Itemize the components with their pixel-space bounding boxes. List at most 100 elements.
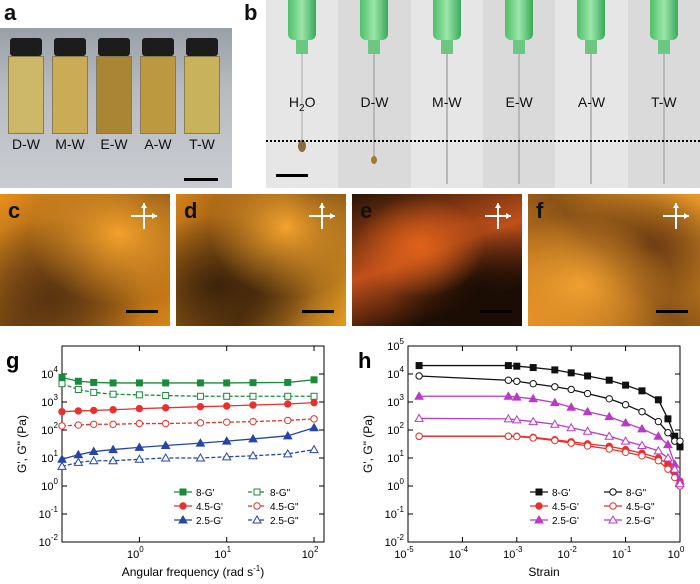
legend-label: 4.5-G' (196, 502, 223, 513)
data-point (74, 421, 83, 429)
legend-label: 8-G" (270, 488, 291, 499)
y-tick-label: 10-2 (385, 533, 405, 549)
crossed-polarizer-icon (663, 203, 689, 229)
chart-g: g 10-2 10-1 100 101 102 103 104 100 101 102 Angula… (6, 345, 325, 579)
data-point (513, 362, 521, 370)
data-point (221, 436, 232, 445)
data-point (503, 391, 514, 400)
data-point (582, 426, 593, 435)
panel-label-f: f (536, 198, 544, 223)
needle (338, 0, 411, 188)
legend-label: 2.5-G' (552, 516, 579, 527)
data-point (549, 397, 560, 407)
data-point (134, 442, 145, 451)
data-point (638, 408, 646, 416)
micrograph-e: e (352, 194, 522, 326)
data-point (528, 393, 539, 403)
data-point (88, 446, 99, 456)
y-tick-label: 102 (41, 421, 58, 437)
legend-label: 8-G' (196, 488, 215, 499)
needle-label: H2O (288, 94, 316, 114)
legend-marker (534, 514, 544, 524)
needle (410, 0, 483, 188)
series-line (61, 448, 315, 468)
needle (627, 0, 700, 188)
legend-label: 4.5-G" (626, 502, 655, 513)
needle-label: D-W (360, 94, 389, 110)
data-point (196, 379, 204, 387)
legend-label: 8-G' (552, 488, 571, 499)
data-point (310, 392, 318, 400)
needles-photo: H2O D-W M-W E-W A-W T-W (266, 0, 700, 188)
data-point (109, 406, 117, 414)
data-point (57, 461, 67, 470)
data-point (638, 387, 646, 395)
data-point (282, 430, 293, 440)
data-point (223, 379, 231, 387)
legend-label: 8-G" (626, 488, 647, 499)
x-tick-label: 10-3 (503, 545, 523, 561)
data-point (511, 414, 522, 424)
legend-marker (253, 488, 261, 496)
vial (96, 38, 132, 134)
data-point (663, 439, 673, 449)
data-point (513, 432, 521, 441)
data-point (653, 431, 664, 440)
y-tick-label: 10-1 (385, 505, 405, 521)
scale-bar (302, 310, 334, 313)
data-point (88, 455, 99, 465)
data-point (583, 389, 592, 398)
legend-marker (608, 514, 618, 524)
data-point (249, 401, 257, 409)
legend-marker (179, 488, 187, 496)
vial-label: T-W (189, 136, 215, 152)
data-point (504, 362, 512, 370)
needle (266, 0, 339, 188)
needle-label: M-W (432, 94, 462, 110)
data-point (195, 438, 206, 447)
data-point (653, 445, 664, 455)
x-tick-label: 100 (668, 545, 685, 561)
data-point (135, 391, 143, 399)
data-point (249, 392, 257, 400)
data-point (622, 381, 630, 389)
legend-label: 2.5-G" (270, 516, 299, 527)
data-point (284, 378, 292, 386)
data-point (135, 419, 144, 428)
data-point (134, 454, 145, 463)
data-point (109, 379, 117, 387)
panel-label-b: b (244, 0, 258, 25)
data-point (567, 369, 575, 377)
data-point (248, 433, 258, 443)
y-tick-label: 100 (41, 477, 58, 493)
y-tick-label: 101 (387, 449, 404, 465)
data-point (109, 390, 117, 398)
data-point (529, 380, 537, 388)
y-tick-label: 10-1 (39, 505, 59, 521)
data-point (161, 404, 170, 412)
data-point (583, 442, 592, 450)
data-point (90, 420, 98, 428)
data-point (310, 415, 318, 423)
data-point (511, 392, 522, 401)
vial-label: D-W (12, 136, 40, 152)
legend-label: 4.5-G' (552, 502, 579, 513)
x-tick-label: 100 (127, 545, 144, 561)
data-point (551, 383, 559, 391)
legend-marker (179, 502, 187, 510)
panel-label-e: e (360, 198, 373, 223)
data-point (654, 396, 662, 404)
crossed-polarizer-icon (131, 203, 157, 229)
data-point (415, 372, 423, 380)
data-point (309, 422, 319, 432)
y-tick-label: 102 (387, 421, 404, 437)
micrograph-c: c (0, 194, 170, 326)
legend-label: 2.5-G' (196, 516, 223, 527)
y-tick-label: 101 (41, 449, 58, 465)
x-tick-label: 10-5 (394, 545, 414, 561)
legend-marker (535, 502, 543, 510)
series-line (61, 376, 315, 384)
data-point (58, 408, 66, 416)
data-point (584, 372, 592, 380)
y-tick-label: 104 (41, 365, 58, 381)
